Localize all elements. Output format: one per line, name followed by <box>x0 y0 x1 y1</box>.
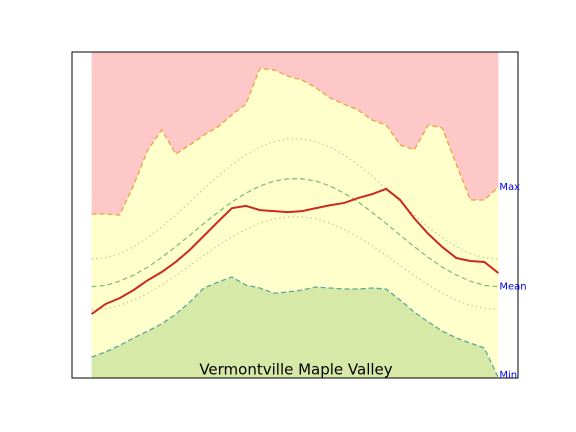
plot-frame <box>71 51 519 379</box>
chart-title: Vermontville Maple Valley <box>199 361 392 379</box>
record-low-area <box>91 276 499 378</box>
series-line <box>91 67 499 216</box>
series-label: Min <box>499 370 517 381</box>
series-line <box>91 187 499 315</box>
normal-band-area <box>91 68 499 379</box>
plot <box>91 52 499 379</box>
series-label: Max <box>499 182 520 193</box>
series-line <box>91 178 499 288</box>
series-line <box>91 276 499 379</box>
series-line <box>91 216 499 311</box>
series-label: Mean <box>499 282 526 293</box>
record-high-area <box>91 52 499 215</box>
